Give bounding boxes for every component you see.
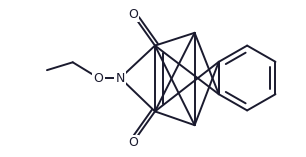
Text: O: O — [94, 71, 103, 84]
Text: O: O — [128, 136, 138, 149]
Text: O: O — [128, 8, 138, 21]
Text: N: N — [116, 71, 125, 84]
